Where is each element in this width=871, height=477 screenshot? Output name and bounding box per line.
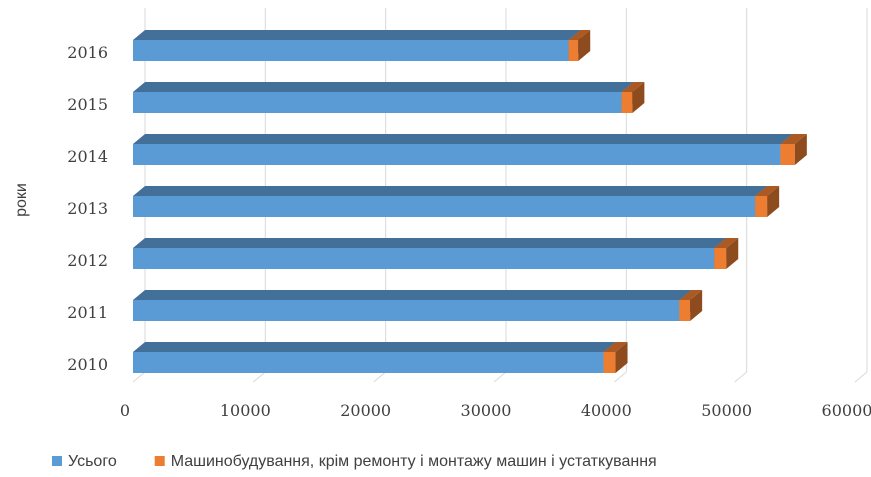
bar-machinery-2014 <box>780 134 807 165</box>
legend-label: Машинобудування, крім ремонту і монтажу … <box>171 453 657 470</box>
x-tick-label: 60000 <box>822 401 871 420</box>
bars <box>133 30 807 373</box>
category-labels: 2016 2015 2014 2013 2012 2011 2010 <box>67 43 108 374</box>
legend-swatch <box>154 456 165 466</box>
gridline-floor <box>493 371 507 383</box>
bar-total-2012 <box>133 238 727 269</box>
x-tick-labels: 0 10000 20000 30000 40000 50000 60000 <box>120 401 871 420</box>
x-tick-label: 40000 <box>581 401 632 420</box>
bar-machinery-2012 <box>714 238 739 269</box>
bar-total-2015 <box>133 82 634 113</box>
x-tick-label: 0 <box>120 401 130 420</box>
category-label-2013: 2013 <box>67 199 108 218</box>
legend-swatch <box>52 456 62 466</box>
category-label-2012: 2012 <box>67 251 108 270</box>
category-label-2011: 2011 <box>67 303 108 322</box>
x-tick-label: 50000 <box>701 401 752 420</box>
bar-total-2011 <box>133 290 692 321</box>
bar-machinery-2011 <box>679 290 703 321</box>
category-label-2015: 2015 <box>67 95 108 114</box>
category-label-2016: 2016 <box>67 43 108 62</box>
gridline-floor <box>854 371 868 383</box>
gridline-floor <box>614 371 627 383</box>
legend-entry-machinery: Машинобудування, крім ремонту і монтажу … <box>154 453 657 470</box>
bar-total-2014 <box>133 134 793 165</box>
x-tick-label: 30000 <box>461 401 512 420</box>
legend: Усього Машинобудування, крім ремонту і мо… <box>52 453 657 470</box>
x-tick-label: 20000 <box>340 401 391 420</box>
gridline-floor <box>373 371 386 383</box>
x-tick-label: 10000 <box>220 401 271 420</box>
bar-total-2013 <box>133 186 768 217</box>
gridline-floor <box>734 371 747 383</box>
bar-machinery-2016 <box>568 30 591 61</box>
bar-machinery-2010 <box>603 342 628 373</box>
bar-machinery-2013 <box>755 186 780 217</box>
legend-entry-total: Усього <box>52 453 117 470</box>
bar-total-2016 <box>133 30 581 61</box>
gridline-floor <box>253 371 266 383</box>
category-label-2010: 2010 <box>67 355 108 374</box>
bar-total-2010 <box>133 342 616 373</box>
legend-label: Усього <box>68 453 117 470</box>
gridline-floor <box>132 371 146 383</box>
category-label-2014: 2014 <box>67 147 108 166</box>
bar-machinery-2015 <box>621 82 645 113</box>
y-axis-title: роки <box>13 183 30 217</box>
